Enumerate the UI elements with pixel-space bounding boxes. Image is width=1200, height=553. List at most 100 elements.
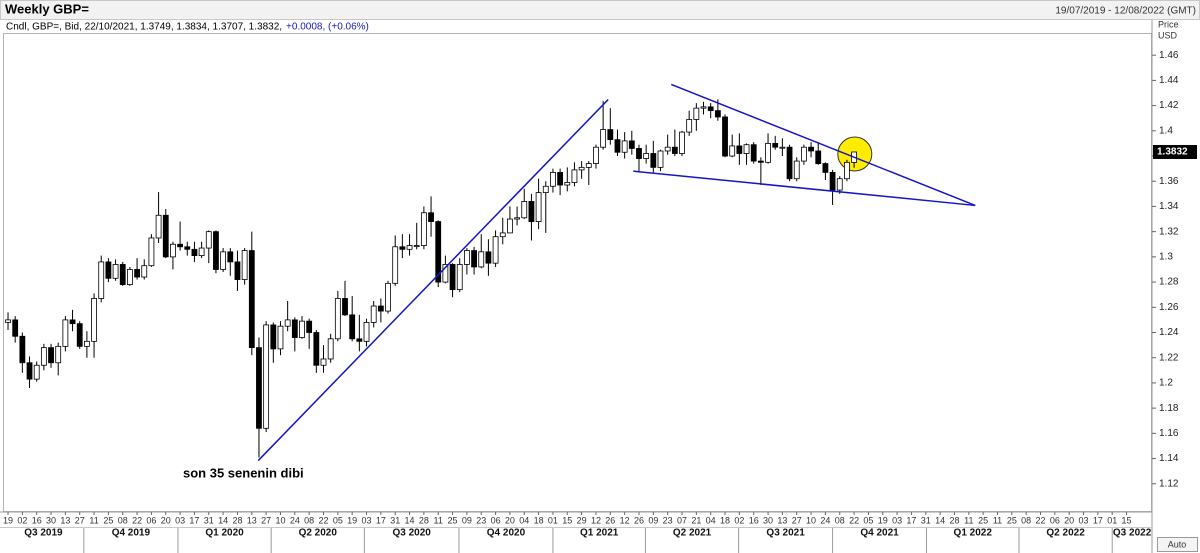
x-tick-label: 15 [1122,515,1132,525]
candle-body [406,245,413,250]
x-tick-label: 16 [749,515,759,525]
x-tick-label: 22 [132,515,142,525]
x-tick-label: 05 [333,515,343,525]
candle-body [349,314,356,340]
auto-button[interactable] [1157,537,1198,552]
x-tick-label: 03 [892,515,902,525]
x-tick-label: 02 [17,515,27,525]
x-tick-label: 08 [118,515,128,525]
x-tick-label: 15 [562,515,572,525]
candle-body [600,129,607,148]
candle-body [5,319,11,323]
x-tick-label: 07 [677,515,687,525]
candle-body [334,298,341,340]
trend-line [670,83,976,207]
candle-body [779,146,786,149]
candle-body [127,269,133,286]
x-tick-label: 19 [3,515,13,525]
candle-body [750,144,757,162]
x-tick-label: 22 [318,515,328,525]
x-tick-label: 20 [1064,515,1074,525]
y-tick-label: 1.2 [1159,378,1173,389]
candle-body [26,362,33,380]
candle-body [844,161,850,180]
candle-body [170,243,176,258]
x-tick-label: 24 [820,515,830,525]
x-tick-label: 21 [691,515,701,525]
candle-body [442,264,449,283]
candle-body [808,146,814,152]
candle-body [650,153,657,168]
last-price-box [1153,144,1197,159]
x-tick-label: 17 [1093,515,1103,525]
x-tick-label: 31 [204,515,214,525]
x-tick-label: 10 [275,515,285,525]
candle-body [772,143,779,148]
y-axis-title: Price [1158,19,1179,29]
quarter-label: Q2 2021 [673,528,712,539]
legend-text: Cndl, GBP=, Bid, 22/10/2021, 1.3749, 1.3… [6,22,282,33]
x-tick-label: 11 [89,515,98,525]
candle-body [535,192,542,222]
x-tick-label: 28 [419,515,429,525]
x-tick-label: 13 [60,515,70,525]
candle-body [227,251,234,263]
quarter-label: Q1 2020 [205,528,244,539]
candle-body [320,358,327,366]
x-tick-label: 14 [935,515,945,525]
x-tick-label: 20 [161,515,171,525]
candle-body [757,160,764,163]
candle-body [256,347,262,429]
candle-body [528,201,535,222]
y-tick-label: 1.46 [1159,50,1179,61]
candle-body [313,332,320,366]
x-tick-label: 22 [1035,515,1045,525]
candle-body [119,264,126,286]
candle-body [714,110,721,118]
candle-body [614,139,621,153]
x-tick-label: 19 [347,515,357,525]
x-tick-label: 17 [376,515,386,525]
x-tick-label: 27 [792,515,802,525]
x-tick-label: 23 [476,515,486,525]
x-tick-label: 19 [878,515,888,525]
candle-body [399,246,406,250]
candle-body [177,243,184,248]
candle-body [213,231,219,270]
candle-body [492,236,499,264]
quarter-label: Q3 2022 [1113,528,1152,539]
candle-body [507,218,513,234]
y-tick-label: 1.28 [1159,277,1179,288]
annotation: son 35 senenin dibi [183,465,304,480]
candle-body [435,221,442,283]
candle-body [836,178,843,191]
x-tick-label: 16 [32,515,42,525]
candle-body [643,153,650,159]
candle-body [148,237,155,267]
candle-body [420,212,427,246]
quarter-label: Q2 2022 [1046,528,1085,539]
candle-body [69,319,76,325]
y-tick-label: 1.4 [1159,125,1173,136]
candle-body [478,251,485,268]
x-tick-label: 11 [434,515,443,525]
candle-body [363,322,370,342]
x-tick-label: 06 [146,515,156,525]
candle-body [155,214,162,239]
auto-button-label[interactable]: Auto [1168,539,1187,549]
x-tick-label: 26 [605,515,615,525]
candle-body [291,319,298,338]
x-tick-label: 17 [906,515,916,525]
x-tick-label: 27 [75,515,85,525]
y-tick-label: 1.18 [1159,403,1179,414]
candle-body [514,217,520,220]
x-tick-label: 04 [519,515,529,525]
x-tick-label: 31 [390,515,400,525]
x-tick-label: 30 [763,515,773,525]
candle-body [277,325,284,350]
y-tick-label: 1.42 [1159,100,1179,111]
quarter-label: Q4 2021 [860,528,899,539]
candle-body [83,340,90,347]
y-tick-label: 1.24 [1159,327,1179,338]
